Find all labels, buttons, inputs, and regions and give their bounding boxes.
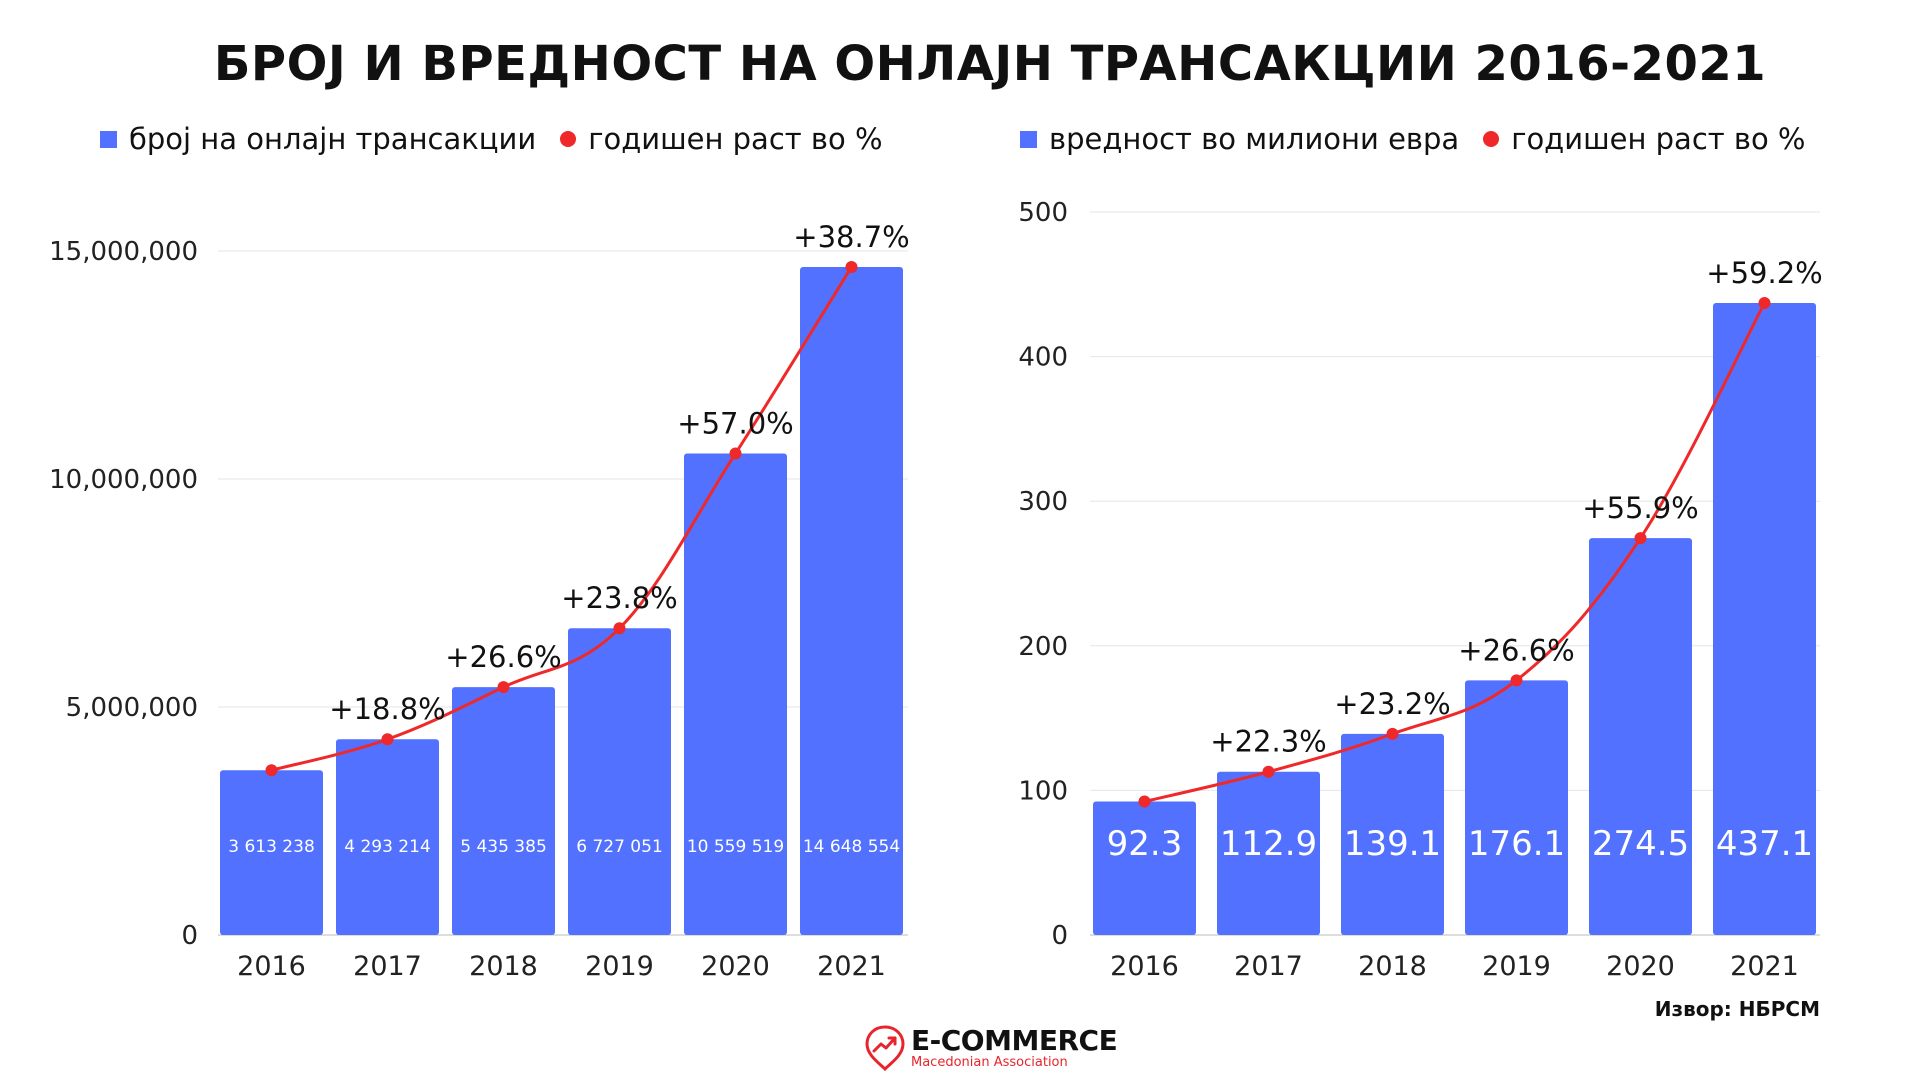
- bar-value-label: 437.1: [1716, 824, 1813, 864]
- growth-label: +18.8%: [329, 692, 445, 726]
- bar-value-label: 92.3: [1107, 824, 1183, 864]
- growth-label: +38.7%: [793, 220, 909, 254]
- logo-brand: E-COMMERCE: [911, 1023, 1118, 1057]
- x-tick-label: 2020: [701, 951, 770, 982]
- bar: [684, 453, 787, 935]
- legend-bar-swatch: [1020, 130, 1037, 148]
- x-tick-label: 2017: [353, 951, 422, 982]
- growth-label: +59.2%: [1706, 256, 1822, 290]
- y-tick-label: 100: [1018, 776, 1068, 806]
- growth-point: [1262, 765, 1275, 778]
- bar: [568, 628, 671, 935]
- x-tick-label: 2019: [1482, 951, 1551, 982]
- page-title: БРОЈ И ВРЕДНОСТ НА ОНЛАЈН ТРАНСАКЦИИ 201…: [213, 36, 1767, 92]
- growth-point: [1386, 727, 1399, 740]
- y-tick-label: 5,000,000: [66, 693, 198, 723]
- bar: [220, 770, 323, 935]
- logo-subtitle: Macedonian Association: [911, 1054, 1068, 1070]
- x-tick-label: 2018: [469, 951, 538, 982]
- y-tick-label: 0: [1051, 921, 1068, 951]
- legend-line-label: годишен раст во %: [588, 122, 883, 156]
- x-tick-label: 2019: [585, 951, 654, 982]
- x-tick-label: 2016: [237, 951, 306, 982]
- bar: [1217, 771, 1320, 935]
- legend-right: вредност во милиони евра годишен раст во…: [1020, 122, 1805, 156]
- y-tick-label: 10,000,000: [49, 465, 198, 495]
- x-tick-label: 2018: [1358, 951, 1427, 982]
- bar: [336, 739, 439, 935]
- growth-point: [265, 764, 278, 777]
- legend-bar-swatch: [100, 130, 117, 148]
- bar: [800, 267, 903, 935]
- x-tick-label: 2021: [817, 951, 886, 982]
- bar-value-label: 139.1: [1344, 824, 1441, 864]
- growth-label: +26.6%: [1458, 633, 1574, 667]
- y-tick-label: 15,000,000: [49, 237, 198, 267]
- chart-transaction-count: 0 5,000,000 10,000,000 15,000,000 3 613 238 2…: [49, 220, 910, 982]
- growth-point: [1634, 532, 1647, 545]
- legend-left: број на онлајн трансакции годишен раст в…: [100, 122, 883, 156]
- x-tick-label: 2020: [1606, 951, 1675, 982]
- y-tick-label: 300: [1018, 487, 1068, 517]
- bar-value-label: 6 727 051: [576, 837, 663, 857]
- growth-label: +23.2%: [1334, 687, 1450, 721]
- bar-value-label: 10 559 519: [687, 837, 784, 857]
- bar: [1713, 302, 1816, 936]
- y-tick-label: 200: [1018, 632, 1068, 662]
- bar-value-label: 176.1: [1468, 824, 1565, 864]
- bar-value-label: 5 435 385: [460, 837, 547, 857]
- growth-point: [845, 261, 858, 274]
- bar-value-label: 112.9: [1220, 824, 1317, 864]
- bar: [452, 687, 555, 935]
- x-tick-label: 2017: [1234, 951, 1303, 982]
- logo: E-COMMERCE Macedonian Association: [865, 1023, 1118, 1071]
- legend-line-swatch: [1483, 131, 1500, 147]
- legend-bar-label: вредност во милиони евра: [1049, 122, 1460, 156]
- growth-point: [1758, 296, 1771, 309]
- y-tick-label: 400: [1018, 343, 1068, 373]
- bar-value-label: 274.5: [1592, 824, 1689, 864]
- legend-bar-label: број на онлајн трансакции: [129, 122, 537, 156]
- bar: [1341, 733, 1444, 935]
- trend-up-pin-icon: [865, 1025, 905, 1071]
- legend-line-swatch: [560, 131, 577, 147]
- x-tick-label: 2021: [1730, 951, 1799, 982]
- bar: [1093, 801, 1196, 935]
- growth-label: +26.6%: [445, 640, 561, 674]
- x-tick-label: 2016: [1110, 951, 1179, 982]
- legend-line-label: годишен раст во %: [1511, 122, 1806, 156]
- source-note: Извор: НБРСМ: [1654, 997, 1820, 1021]
- growth-point: [1510, 674, 1523, 687]
- bar: [1589, 538, 1692, 935]
- bar-value-label: 3 613 238: [228, 837, 315, 857]
- growth-point: [729, 447, 742, 460]
- growth-point: [1138, 795, 1151, 808]
- bar-value-label: 4 293 214: [344, 837, 431, 857]
- growth-point: [613, 622, 626, 635]
- growth-label: +57.0%: [677, 406, 793, 440]
- growth-label: +23.8%: [561, 581, 677, 615]
- growth-point: [497, 681, 510, 694]
- bar: [1465, 680, 1568, 935]
- growth-point: [381, 733, 394, 746]
- bar-value-label: 14 648 554: [803, 837, 900, 857]
- y-tick-label: 0: [181, 921, 198, 951]
- growth-label: +22.3%: [1210, 725, 1326, 759]
- y-tick-label: 500: [1018, 198, 1068, 228]
- growth-label: +55.9%: [1582, 491, 1698, 525]
